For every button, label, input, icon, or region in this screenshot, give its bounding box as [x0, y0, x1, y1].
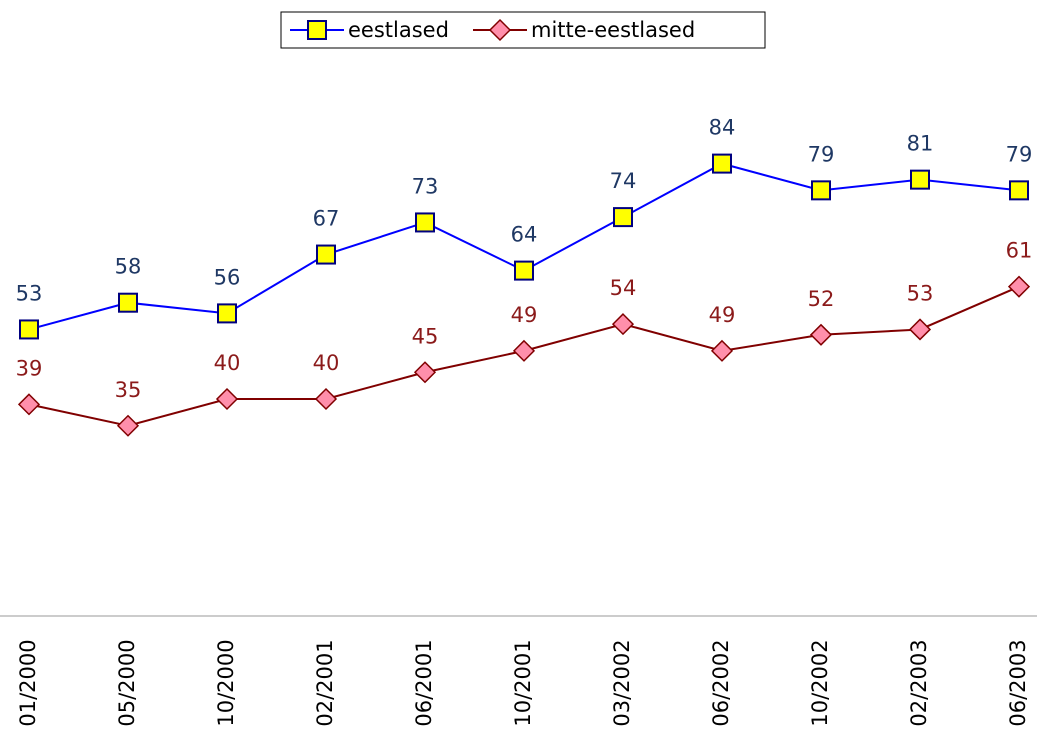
- x-tick-label: 10/2002: [808, 639, 832, 726]
- data-label: 79: [808, 142, 835, 166]
- x-tick-label: 10/2000: [214, 639, 238, 726]
- data-label: 45: [412, 324, 439, 348]
- data-label: 49: [709, 303, 736, 327]
- data-point: [613, 207, 633, 228]
- data-label: 84: [709, 116, 736, 140]
- data-label: 53: [907, 281, 934, 305]
- data-point: [1009, 180, 1029, 201]
- x-tick-label: 06/2002: [709, 639, 733, 726]
- x-tick-label: 02/2001: [313, 639, 337, 726]
- data-point: [512, 339, 536, 362]
- x-tick-label: 05/2000: [115, 639, 139, 726]
- data-point: [116, 414, 140, 437]
- data-label: 73: [412, 174, 439, 198]
- x-tick-label: 10/2001: [511, 639, 535, 726]
- data-label: 64: [511, 223, 538, 247]
- data-label: 35: [115, 378, 142, 402]
- data-point: [19, 319, 39, 340]
- x-tick-label: 02/2003: [907, 639, 931, 726]
- data-point: [514, 260, 534, 281]
- data-label: 54: [610, 276, 637, 300]
- data-point: [710, 339, 734, 362]
- data-label: 52: [808, 287, 835, 311]
- data-label: 56: [214, 265, 241, 289]
- data-label: 81: [907, 132, 934, 156]
- legend-marker: [307, 20, 327, 40]
- legend-label: mitte-eestlased: [531, 18, 695, 42]
- data-point: [415, 212, 435, 233]
- data-label: 74: [610, 169, 637, 193]
- data-point: [314, 387, 338, 411]
- x-tick-label: 06/2003: [1006, 639, 1030, 726]
- data-point: [17, 393, 41, 416]
- x-tick-label: 06/2001: [412, 639, 436, 726]
- data-point: [413, 361, 437, 384]
- data-point: [908, 318, 932, 341]
- data-point: [910, 169, 930, 190]
- data-label: 61: [1006, 239, 1033, 263]
- x-tick-label: 03/2002: [610, 639, 634, 726]
- data-label: 53: [16, 281, 43, 305]
- data-label: 58: [115, 255, 142, 279]
- data-point: [811, 180, 831, 201]
- data-point: [217, 303, 237, 324]
- legend-marker: [488, 18, 512, 42]
- data-label: 40: [214, 351, 241, 375]
- data-point: [118, 292, 138, 313]
- data-label: 79: [1006, 142, 1033, 166]
- data-label: 40: [313, 351, 340, 375]
- data-label: 39: [16, 356, 43, 380]
- data-label: 67: [313, 207, 340, 231]
- data-point: [809, 323, 833, 346]
- x-tick-label: 01/2000: [16, 639, 40, 726]
- data-label: 49: [511, 303, 538, 327]
- data-point: [316, 244, 336, 265]
- data-point: [1007, 275, 1031, 298]
- data-point: [215, 387, 239, 411]
- legend-label: eestlased: [348, 18, 449, 42]
- data-point: [712, 153, 732, 174]
- data-point: [611, 313, 635, 336]
